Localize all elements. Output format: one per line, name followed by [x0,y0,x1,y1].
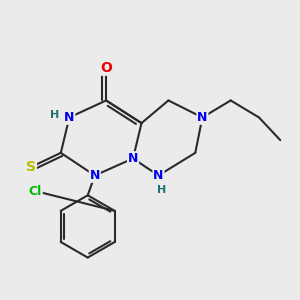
Text: N: N [197,111,208,124]
Text: S: S [26,160,36,174]
Text: N: N [153,169,164,182]
Text: H: H [157,184,166,195]
Text: O: O [100,61,112,75]
Text: N: N [90,169,100,182]
Text: N: N [64,111,74,124]
Text: Cl: Cl [29,184,42,197]
Text: N: N [128,152,138,165]
Text: H: H [50,110,59,120]
